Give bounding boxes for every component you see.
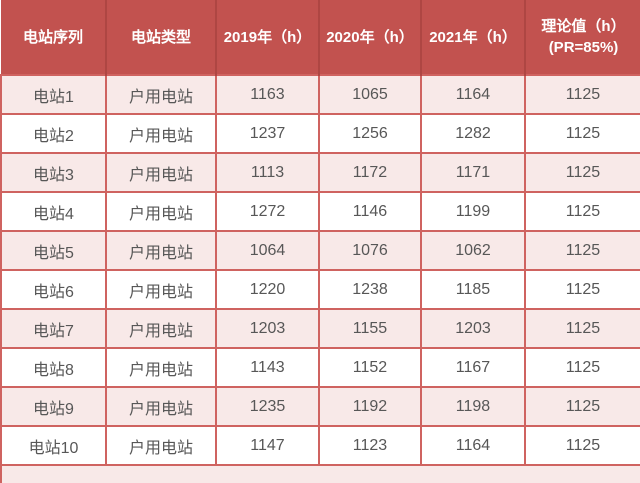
table-cell: 1199 (420, 191, 526, 232)
table-cell: 1125 (524, 230, 640, 271)
table-cell: 1125 (524, 308, 640, 349)
table-cell: 户用电站 (105, 113, 217, 154)
table-cell: 电站6 (0, 269, 107, 310)
column-header: 电站类型 (105, 0, 216, 75)
table-row: 电站5 户用电站 1064 1076 1062 1125 (0, 230, 640, 271)
table-cell: 1235 (215, 386, 320, 427)
table-cell: 户用电站 (105, 74, 217, 115)
table-header: 电站序列 电站类型 2019年（h） 2020年（h） 2021年（h） 理论值（h） (… (1, 0, 640, 75)
table-cell: 1064 (215, 230, 320, 271)
column-header: 理论值（h） (PR=85%) (524, 0, 640, 75)
table-cell: 1282 (420, 113, 526, 154)
header-row: 电站序列 电站类型 2019年（h） 2020年（h） 2021年（h） 理论值（h） (… (1, 0, 640, 75)
table-body: 电站1 户用电站 1163 1065 1164 1125 电站2 户用电站 1237 1256 12… (0, 74, 640, 466)
table-cell: 1220 (215, 269, 320, 310)
table-cell: 1143 (215, 347, 320, 388)
table-cell: 1125 (524, 191, 640, 232)
table-cell: 1272 (215, 191, 320, 232)
table-cell: 1238 (318, 269, 422, 310)
ellipsis-row: … … (0, 464, 640, 483)
table-cell: 电站7 (0, 308, 107, 349)
column-header: 2019年（h） (215, 0, 319, 75)
table-cell: 电站2 (0, 113, 107, 154)
table-cell: 1125 (524, 152, 640, 193)
table-cell: 户用电站 (105, 269, 217, 310)
column-header: 电站序列 (1, 0, 106, 75)
table-cell: 1203 (215, 308, 320, 349)
table-cell: 1167 (420, 347, 526, 388)
table-cell: 1172 (318, 152, 422, 193)
table-cell: 1125 (524, 74, 640, 115)
table-cell: 电站5 (0, 230, 107, 271)
table-cell: 户用电站 (105, 425, 217, 466)
table-row: 电站7 户用电站 1203 1155 1203 1125 (0, 308, 640, 349)
table-cell: 1203 (420, 308, 526, 349)
table-cell: 1125 (524, 347, 640, 388)
table-cell: 1125 (524, 269, 640, 310)
table-row: 电站2 户用电站 1237 1256 1282 1125 (0, 113, 640, 154)
table-cell: 户用电站 (105, 230, 217, 271)
table-cell: 1076 (318, 230, 422, 271)
table-cell: 电站3 (0, 152, 107, 193)
table-cell: 户用电站 (105, 191, 217, 232)
table-cell: 户用电站 (105, 386, 217, 427)
table-cell: 电站9 (0, 386, 107, 427)
table-cell: 1125 (524, 113, 640, 154)
table-cell: 1123 (318, 425, 422, 466)
table-cell: 1125 (524, 386, 640, 427)
table-cell: 户用电站 (105, 152, 217, 193)
column-header: 2021年（h） (420, 0, 525, 75)
table-row: 电站9 户用电站 1235 1192 1198 1125 (0, 386, 640, 427)
table-footer: … … (0, 464, 640, 483)
table-row: 电站1 户用电站 1163 1065 1164 1125 (0, 74, 640, 115)
table-cell: 1152 (318, 347, 422, 388)
table-row: 电站8 户用电站 1143 1152 1167 1125 (0, 347, 640, 388)
table-cell: 1146 (318, 191, 422, 232)
table-cell: 1192 (318, 386, 422, 427)
column-header: 2020年（h） (318, 0, 421, 75)
table-row: 电站4 户用电站 1272 1146 1199 1125 (0, 191, 640, 232)
ellipsis-cell: … … (0, 464, 640, 483)
table-cell: 1065 (318, 74, 422, 115)
table-cell: 1155 (318, 308, 422, 349)
table-cell: 1164 (420, 425, 526, 466)
table-cell: 电站10 (0, 425, 107, 466)
table-cell: 电站1 (0, 74, 107, 115)
table-cell: 1256 (318, 113, 422, 154)
table-cell: 户用电站 (105, 347, 217, 388)
table-row: 电站10 户用电站 1147 1123 1164 1125 (0, 425, 640, 466)
table-cell: 1198 (420, 386, 526, 427)
table-row: 电站3 户用电站 1113 1172 1171 1125 (0, 152, 640, 193)
table-cell: 1062 (420, 230, 526, 271)
table-cell: 户用电站 (105, 308, 217, 349)
table-cell: 1164 (420, 74, 526, 115)
table-cell: 1185 (420, 269, 526, 310)
table-cell: 1237 (215, 113, 320, 154)
table-row: 电站6 户用电站 1220 1238 1185 1125 (0, 269, 640, 310)
table-cell: 1163 (215, 74, 320, 115)
table-cell: 1113 (215, 152, 320, 193)
table-cell: 电站8 (0, 347, 107, 388)
table-cell: 电站4 (0, 191, 107, 232)
table-cell: 1147 (215, 425, 320, 466)
table-cell: 1125 (524, 425, 640, 466)
table-cell: 1171 (420, 152, 526, 193)
